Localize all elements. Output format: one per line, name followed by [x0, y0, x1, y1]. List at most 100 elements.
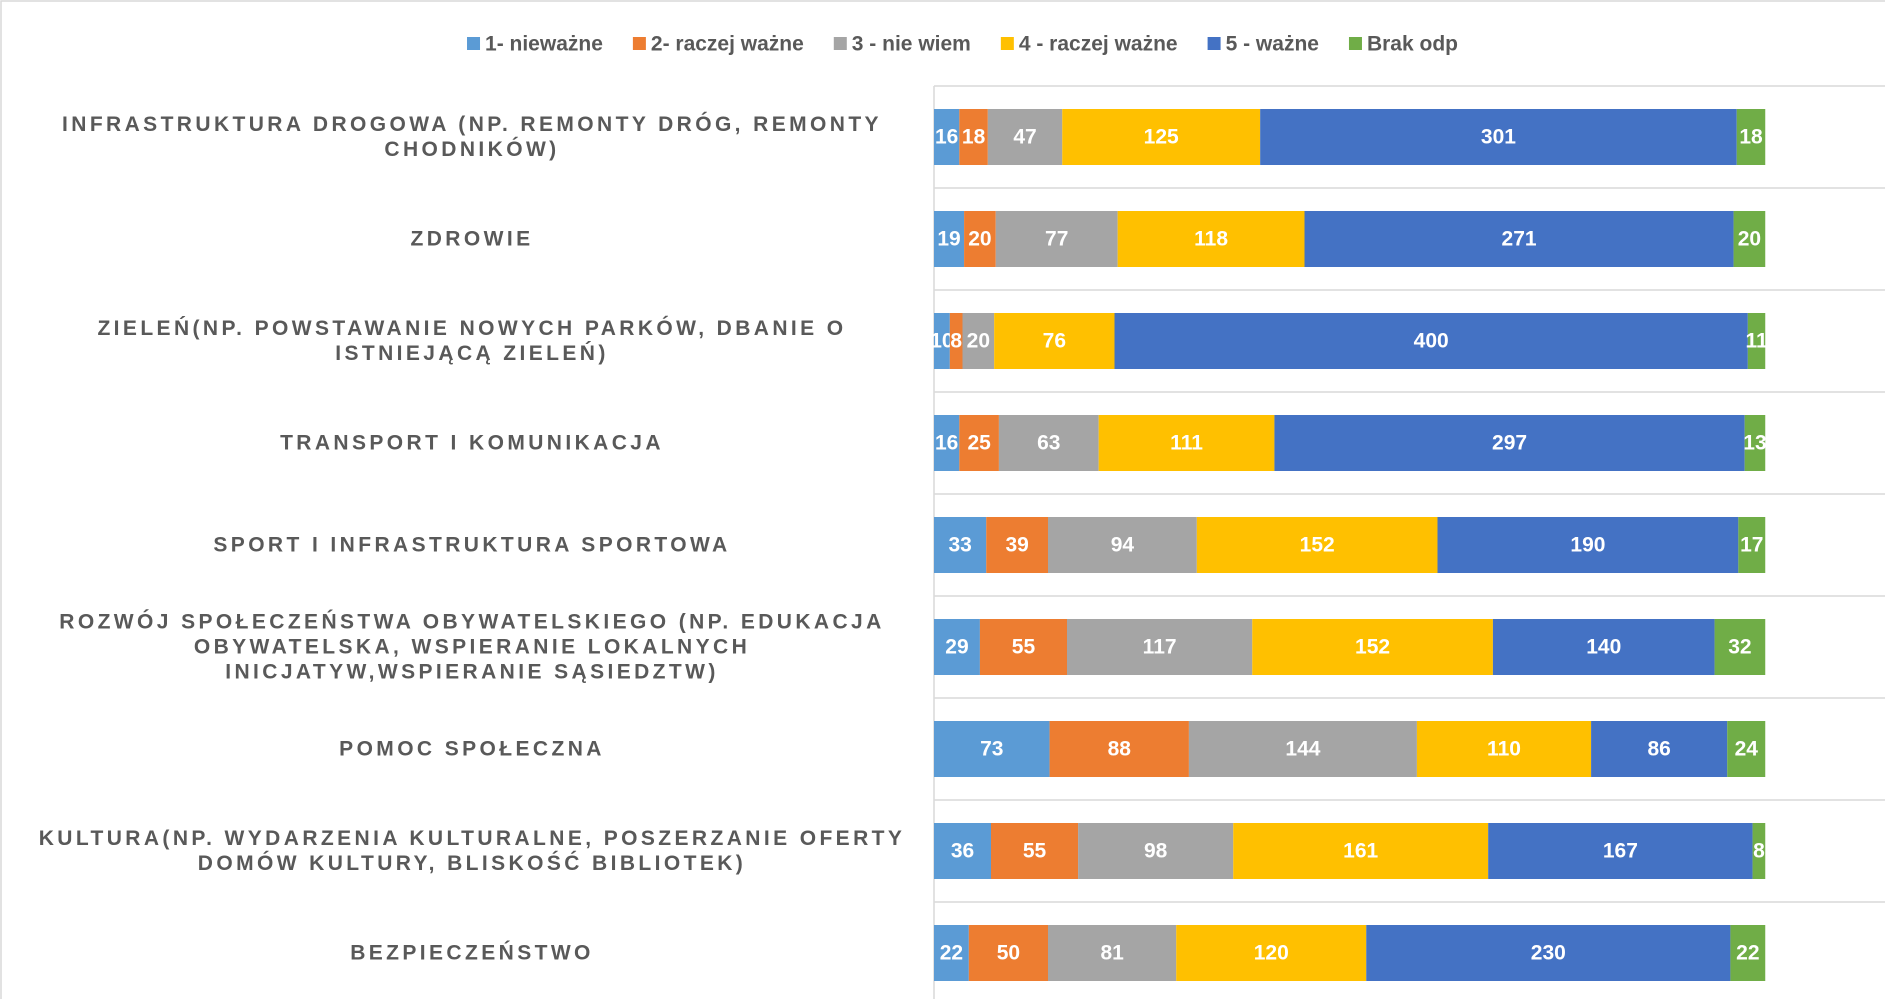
bar-segment [1366, 925, 1731, 981]
category-label: SPORT I INFRASTRUKTURA SPORTOWA [213, 533, 731, 557]
bar-segment [1304, 211, 1734, 267]
bar-segment [1078, 823, 1234, 879]
legend-label: 2- raczej ważne [651, 33, 804, 56]
bar-segment [959, 415, 999, 471]
data-label: 271 [1502, 228, 1537, 251]
bar-segment [1067, 619, 1253, 675]
data-label: 10 [930, 330, 953, 353]
bar-segment [1437, 517, 1739, 573]
legend-label: 4 - raczej ważne [1019, 33, 1178, 56]
data-label: 125 [1144, 126, 1179, 149]
data-label: 22 [1736, 942, 1759, 965]
bar-segment [1048, 517, 1197, 573]
bar-segment [1416, 721, 1592, 777]
bar-segment [1233, 823, 1489, 879]
bar-segment [1744, 415, 1766, 471]
data-label: 190 [1570, 534, 1605, 557]
data-label: 230 [1531, 942, 1566, 965]
bar-segment [1260, 109, 1737, 165]
data-label: 297 [1492, 432, 1527, 455]
data-label: 20 [1738, 228, 1761, 251]
data-label: 55 [1012, 636, 1036, 659]
bar-segment [1752, 823, 1766, 879]
legend-swatch [632, 37, 646, 50]
bar-segment [1492, 619, 1715, 675]
data-label: 76 [1043, 330, 1066, 353]
data-label: 117 [1143, 636, 1177, 659]
bar-segment [1488, 823, 1753, 879]
category-label: TRANSPORT I KOMUNIKACJA [280, 431, 664, 455]
data-label: 16 [935, 432, 958, 455]
bar-segment [1730, 925, 1766, 981]
bar-segment [959, 109, 988, 165]
data-label: 161 [1343, 840, 1378, 863]
data-label: 50 [997, 942, 1020, 965]
bar-segment [934, 619, 980, 675]
data-label: 18 [962, 126, 986, 149]
data-label: 33 [948, 534, 971, 557]
bar-segment [964, 211, 996, 267]
data-label: 8 [950, 330, 962, 353]
legend-label: 3 - nie wiem [852, 33, 971, 56]
data-label: 98 [1144, 840, 1168, 863]
data-label: 140 [1586, 636, 1621, 659]
bar-segment [1252, 619, 1493, 675]
data-label: 29 [945, 636, 968, 659]
bar-segment [934, 517, 987, 573]
data-label: 19 [937, 228, 960, 251]
bar-segment [934, 823, 991, 879]
legend-swatch [1207, 37, 1221, 50]
legend-swatch [1348, 37, 1362, 50]
bar-segment [1098, 415, 1275, 471]
data-label: 120 [1254, 942, 1289, 965]
data-label: 16 [935, 126, 958, 149]
data-label: 152 [1355, 636, 1390, 659]
bar-segment [934, 415, 960, 471]
data-label: 400 [1414, 330, 1449, 353]
bar-segment [1117, 211, 1305, 267]
data-label: 152 [1300, 534, 1335, 557]
data-label: 17 [1740, 534, 1763, 557]
data-label: 20 [968, 228, 991, 251]
data-label: 25 [967, 432, 991, 455]
legend-label: 5 - ważne [1226, 33, 1319, 56]
bar-segment [934, 925, 969, 981]
bar-segment [1196, 517, 1438, 573]
data-label: 118 [1194, 228, 1228, 251]
data-label: 18 [1739, 126, 1763, 149]
bar-segment [968, 925, 1048, 981]
bar-segment [986, 517, 1048, 573]
bar-segment [979, 619, 1067, 675]
bar-segment [1736, 109, 1766, 165]
bar-segment [1747, 313, 1766, 369]
bar-segment [991, 823, 1079, 879]
data-label: 86 [1647, 738, 1670, 761]
data-label: 81 [1100, 942, 1124, 965]
data-label: 32 [1728, 636, 1751, 659]
bar-segment [1049, 721, 1189, 777]
data-label: 110 [1487, 738, 1521, 761]
bar-segment [934, 721, 1050, 777]
data-label: 111 [1170, 432, 1203, 455]
bar-segment [1114, 313, 1748, 369]
bar-segment [934, 313, 950, 369]
bar-segment [949, 313, 963, 369]
bar-segment [1733, 211, 1766, 267]
legend-swatch [467, 37, 481, 50]
category-label: ZIELEŃ(NP. POWSTAWANIE NOWYCH PARKÓW, DB… [97, 317, 847, 365]
bar-segment [1188, 721, 1417, 777]
bar-segment [934, 211, 965, 267]
data-label: 39 [1005, 534, 1028, 557]
category-label: BEZPIECZEŃSTWO [350, 941, 594, 965]
bar-segment [995, 211, 1118, 267]
data-label: 11 [1745, 330, 1768, 353]
bar-segment [1591, 721, 1728, 777]
data-label: 36 [951, 840, 974, 863]
category-label: INFRASTRUKTURA DROGOWA (NP. REMONTY DRÓG… [62, 113, 882, 161]
category-label: ROZWÓJ SPOŁECZEŃSTWA OBYWATELSKIEGO (NP.… [59, 610, 885, 684]
legend-swatch [1000, 37, 1014, 50]
data-label: 144 [1285, 738, 1320, 761]
data-label: 47 [1013, 126, 1036, 149]
data-label: 63 [1037, 432, 1060, 455]
